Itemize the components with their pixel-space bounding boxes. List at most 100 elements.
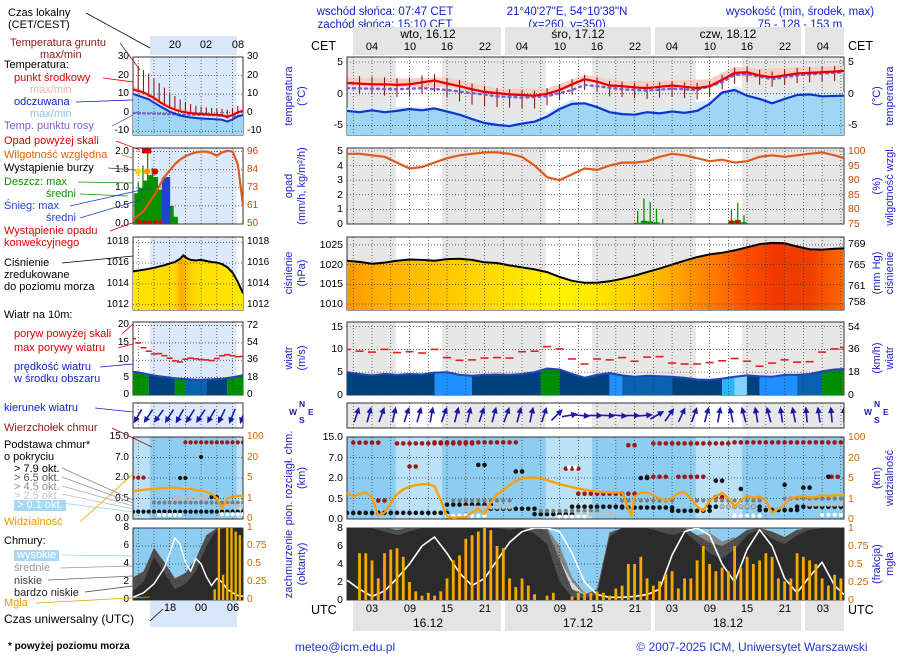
axis-label: UTC	[848, 603, 874, 617]
ytick-right: 20	[247, 451, 259, 463]
panel-temp-main	[346, 56, 845, 136]
legend-item: średni	[46, 188, 76, 200]
ytick-right: 100	[247, 431, 264, 442]
compass-letter: E	[308, 407, 314, 417]
axis-label: 18	[163, 602, 177, 614]
footer-copyright: © 2007-2025 ICM, Uniwersytet Warszawski	[636, 640, 868, 654]
ytick-right: 0.25	[848, 576, 869, 588]
ytick-left: 4	[337, 558, 343, 570]
axis-label: 10	[703, 41, 717, 53]
ytick-right: 0	[848, 87, 854, 100]
ytick-left: 2.0	[115, 472, 129, 483]
axis-label: 16.12	[412, 616, 444, 630]
ytick-right: 5	[247, 472, 253, 483]
legend-item: w środku obszaru	[14, 373, 101, 385]
ytick-left: 30	[117, 51, 129, 62]
local-time-label-2: (CET/CEST)	[8, 19, 70, 31]
legend-item: max porywy wiatru	[14, 342, 106, 354]
axis-label: 04	[365, 41, 379, 53]
legend-item: Ciśnienie	[4, 257, 50, 269]
axis-label: śro, 17.12	[551, 27, 605, 41]
ytick-left: 10	[331, 343, 343, 356]
axis-label: 00	[194, 602, 208, 614]
time-axis-shading	[505, 27, 651, 55]
ytick-right: 100	[848, 431, 866, 443]
time-axis-shading	[805, 601, 844, 631]
axis-label: 22	[478, 41, 492, 53]
legend-item: Wiatr na 10m:	[4, 309, 73, 321]
legend-item: Wierzchołek chmur	[4, 422, 98, 434]
axis-label: CET	[311, 39, 336, 53]
ytick-left: 1015	[319, 278, 343, 291]
axis-label: czw, 18.12	[699, 27, 757, 41]
ytick-left: 15	[117, 336, 129, 348]
ytick-left: -5	[333, 119, 343, 132]
legend-item: prędkość wiatru	[14, 361, 92, 373]
ytick-right: 0	[247, 389, 253, 400]
legend-item: kierunek wiatru	[4, 402, 78, 414]
panel-dir-mini	[132, 402, 244, 429]
panel-press-mini	[132, 236, 244, 311]
ytick-right: 95	[848, 159, 860, 172]
ground-temp-label-2: max/min	[40, 49, 82, 61]
legend-item: odczuwana	[14, 96, 70, 108]
axis-label: 09	[553, 603, 567, 615]
time-axis-shading	[655, 601, 801, 631]
altitude-label: wysokość (min, środek, max)	[725, 6, 875, 18]
axis-label: 03	[816, 603, 830, 615]
legend-item: > 4.5 okt.	[14, 481, 60, 493]
ytick-left: 0.0	[328, 513, 343, 525]
ytick-left: 0.0	[115, 218, 129, 229]
ytick-right: 90	[848, 174, 860, 187]
ytick-right: 765	[848, 258, 866, 271]
axis-label: 09	[703, 603, 717, 615]
ytick-left: 0	[337, 594, 343, 606]
ytick-left: 5	[337, 366, 343, 379]
ytick-left: 1010	[319, 298, 343, 311]
axis-label: 15	[590, 603, 604, 615]
ytick-right: 10	[247, 88, 259, 100]
legend-item: poryw powyżej skali	[14, 328, 112, 340]
axis-label: 03	[365, 603, 379, 615]
ytick-left: 8	[337, 522, 343, 534]
time-axis-shading	[505, 601, 651, 631]
ytick-right: 61	[247, 199, 259, 211]
axis-label: UTC	[311, 603, 337, 617]
compass-letter: S	[874, 415, 880, 425]
panel-cover-main	[346, 527, 845, 601]
ytick-right: 0	[247, 594, 253, 605]
legend-item: Wystąpienie burzy	[4, 162, 94, 174]
ytick-left: 0.5	[115, 199, 129, 211]
panel-cloud-main	[346, 436, 845, 520]
ytick-left: 5	[123, 371, 129, 383]
axis-title: (frakcja) mgła	[871, 544, 896, 584]
ytick-left: 1016	[106, 257, 129, 269]
ytick-left: 1.5	[115, 163, 129, 175]
ytick-right: -5	[848, 119, 858, 132]
legend-item: Śnieg: max	[4, 200, 60, 212]
ytick-right: 54	[247, 336, 259, 348]
panel-dir-main	[346, 402, 845, 429]
ytick-left: 1.0	[115, 181, 129, 193]
time-axis-shading	[805, 27, 844, 55]
ytick-left: 2	[337, 188, 343, 201]
ytick-right: 1	[848, 492, 854, 505]
axis-label: 20	[168, 39, 182, 51]
axis-label: 04	[515, 41, 529, 53]
time-axis-shading	[150, 36, 237, 55]
ytick-left: 2	[337, 576, 343, 588]
axis-label: 04	[816, 41, 830, 53]
time-axis-shading	[150, 601, 237, 627]
ytick-left: 1012	[106, 298, 129, 310]
ytick-right: 1	[247, 492, 253, 504]
ytick-left: -10	[114, 125, 129, 137]
ytick-left: 4	[123, 558, 129, 569]
legend-item: > 7.9 okt.	[14, 463, 60, 475]
ytick-right: 0	[848, 389, 854, 401]
axis-label: 15	[740, 603, 754, 615]
ytick-left: 0.5	[115, 492, 129, 504]
axis-label: 16	[590, 41, 604, 53]
ytick-left: 5	[337, 144, 343, 157]
axis-label: 10	[553, 41, 567, 53]
